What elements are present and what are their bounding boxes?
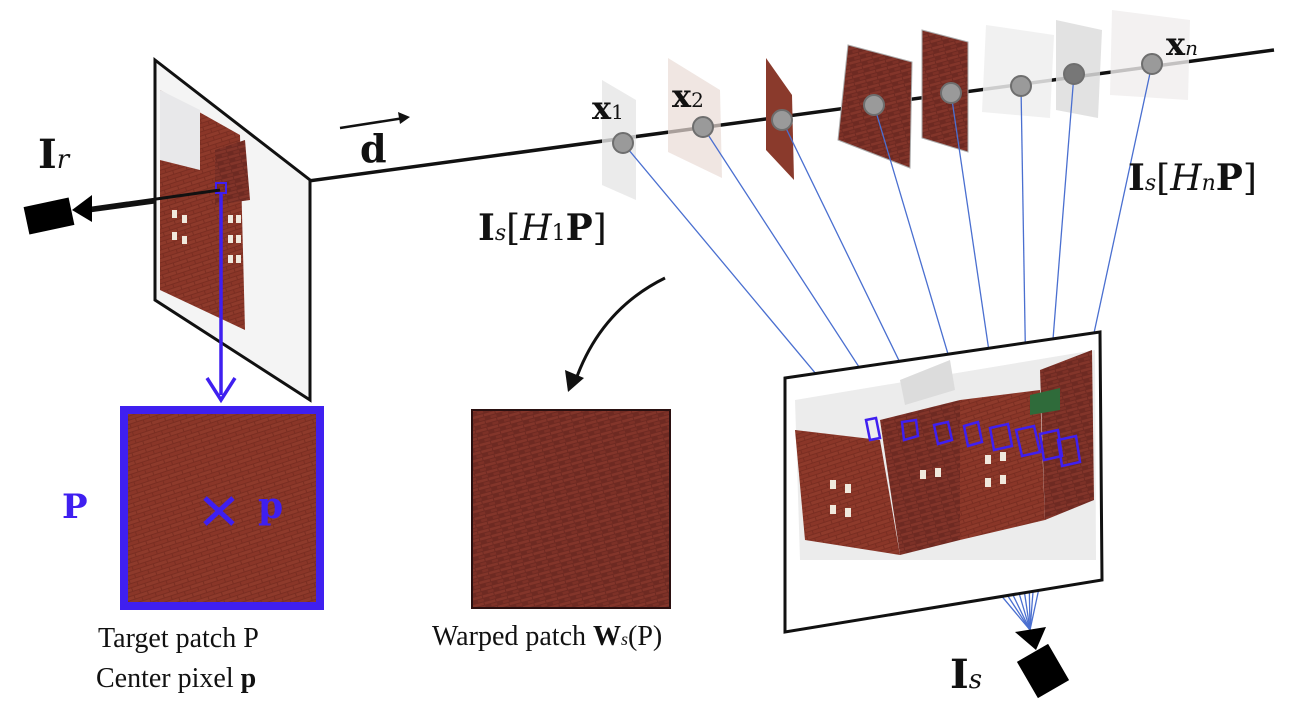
reference-camera-label: Ir — [38, 131, 70, 178]
curved-arrow-icon — [565, 276, 666, 392]
down-arrow-icon — [205, 192, 237, 404]
warped-caption: Warped patch Ws(P) — [432, 621, 663, 652]
x1-label: x1 — [592, 89, 624, 127]
target-caption-line2: Center pixel p — [96, 663, 257, 694]
camera-icon — [23, 195, 92, 235]
direction-label: d — [360, 126, 387, 171]
patch-symbol: P — [62, 487, 88, 527]
center-pixel-symbol: p — [258, 485, 284, 527]
camera-icon — [1015, 627, 1070, 699]
sweep-points — [612, 53, 1163, 154]
target-caption-line1: Target patch P — [98, 623, 259, 654]
xn-label: xn — [1166, 25, 1198, 63]
source-camera-label: Is — [950, 651, 983, 698]
source-plane-hn-label: Is[HnP] — [1128, 157, 1257, 199]
direction-arrow — [339, 112, 410, 130]
reference-ray — [91, 188, 221, 210]
source-plane-h1-label: Is[H1P] — [478, 207, 607, 249]
sweep-planes — [602, 10, 1190, 200]
source-image-plane — [783, 330, 1104, 634]
target-patch — [120, 406, 324, 610]
x2-label: x2 — [672, 77, 704, 115]
warped-patch — [471, 409, 671, 609]
reference-image-plane — [153, 56, 312, 403]
